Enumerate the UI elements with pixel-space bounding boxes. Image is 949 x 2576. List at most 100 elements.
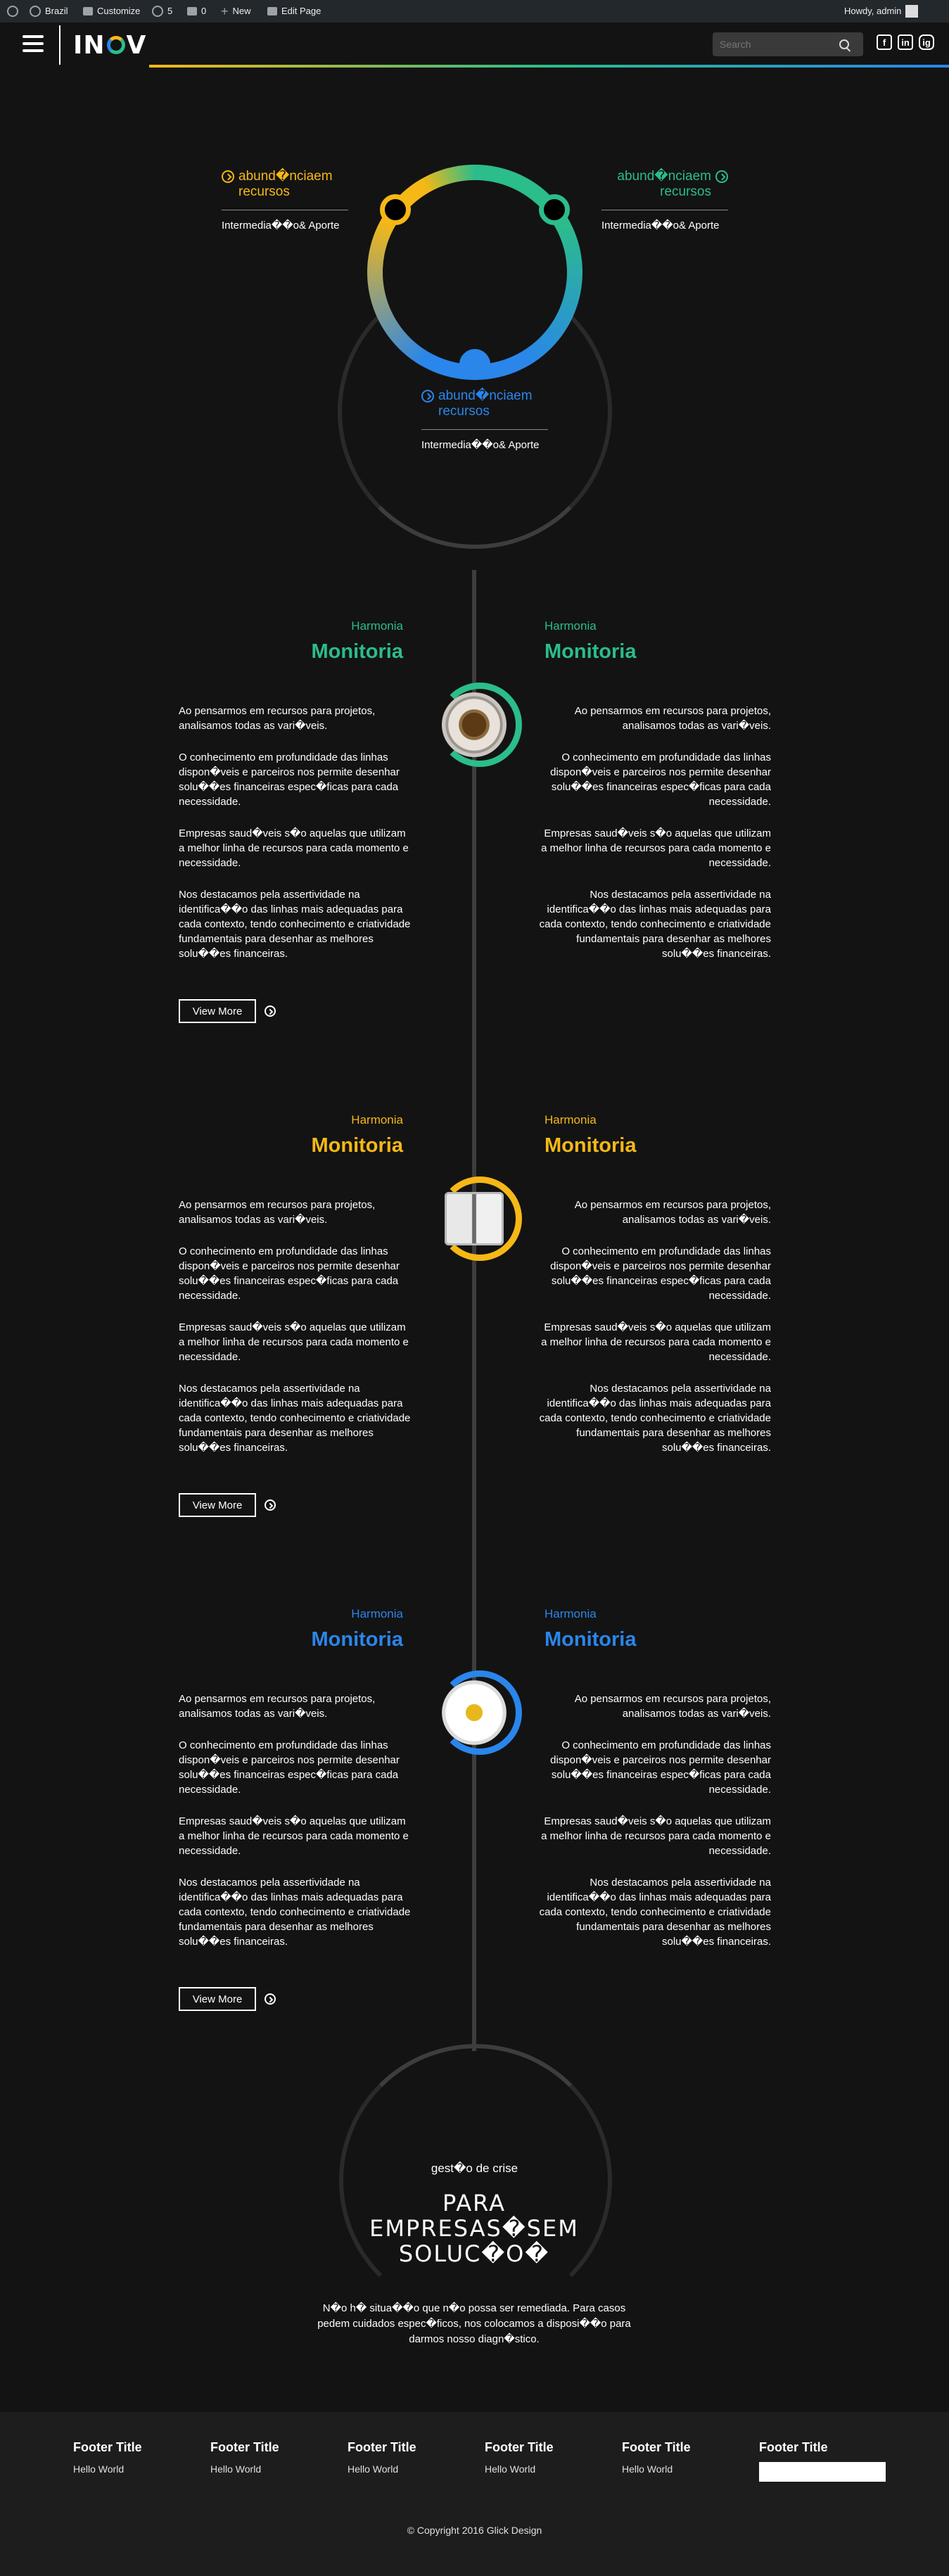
hero-item-yellow[interactable]: abund�nciaem recursos Intermedia��o& Apo… [222,169,348,233]
paragraph: Empresas saud�veis s�o aquelas que utili… [179,1321,409,1363]
instagram-icon[interactable]: ig [919,34,934,50]
hamburger-menu-icon[interactable] [23,35,44,53]
timeline-line [472,570,476,2051]
header-gradient-bar [149,65,949,68]
section-title-left: Monitoria [311,640,404,663]
footer-link[interactable]: Hello World [622,2463,673,2475]
paragraph: Nos destacamos pela assertividade na ide… [539,1383,771,1454]
section-title-left: Monitoria [311,1628,404,1651]
chevron-right-icon[interactable] [265,1993,276,2005]
header-divider [59,25,60,65]
wordpress-logo-icon[interactable] [7,0,18,23]
paragraph: O conhecimento em profundidade das linha… [550,1739,771,1796]
section-label-left: Harmonia [351,1113,403,1127]
footer-input-box[interactable] [759,2462,886,2482]
section-title-right: Monitoria [544,1628,637,1651]
paragraph: Ao pensarmos em recursos para projetos, … [179,1693,376,1720]
paragraph: Empresas saud�veis s�o aquelas que utili… [179,1815,409,1857]
updates-icon [152,6,163,17]
view-more-button[interactable]: View More [179,1987,256,2011]
footer-column: Footer Title Hello World [73,2440,200,2475]
footer-column: Footer Title [759,2440,886,2482]
paragraph: Empresas saud�veis s�o aquelas que utili… [541,827,771,869]
chevron-right-icon[interactable] [265,1499,276,1511]
admin-edit-page-link[interactable]: Edit Page [267,0,321,23]
chevron-right-icon [715,170,728,183]
ring-dot-green [539,194,570,225]
footer-column: Footer Title Hello World [348,2440,474,2475]
paragraph: Nos destacamos pela assertividade na ide… [179,1383,411,1454]
paragraph: O conhecimento em profundidade das linha… [179,1245,400,1302]
admin-new-link[interactable]: + New [221,0,251,23]
site-logo[interactable]: IN V [73,30,147,60]
timeline-section-3: Harmonia Monitoria Harmonia Monitoria Ao… [0,1607,949,2100]
section-label-left: Harmonia [351,1607,403,1620]
hero-item-sub: Intermedia��o& Aporte [601,220,720,231]
hero-item-sub: Intermedia��o& Aporte [421,439,540,451]
crisis-heading: PARA EMPRESAS�SEM SOLUC�O� [333,2190,615,2266]
footer-title: Footer Title [622,2440,691,2454]
paragraph: Ao pensarmos em recursos para projetos, … [574,1199,771,1226]
paragraph: Nos destacamos pela assertividade na ide… [539,1877,771,1948]
admin-comments-link[interactable]: 0 [187,0,206,23]
paragraph: O conhecimento em profundidade das linha… [179,751,400,808]
search-icon[interactable] [839,39,849,49]
hero-item-sub: Intermedia��o& Aporte [222,220,340,231]
crisis-heading-line: EMPRESAS�SEM [369,2215,579,2242]
hero-item-blue[interactable]: abund�nciaem recursos Intermedia��o& Apo… [421,388,548,452]
footer-title: Footer Title [348,2440,416,2454]
footer-link[interactable]: Hello World [485,2463,536,2475]
view-more-button[interactable]: View More [179,999,256,1023]
hero-item-divider [421,429,548,430]
site-header: INV f in ig [0,23,949,68]
facebook-icon[interactable]: f [877,34,892,50]
footer-column: Footer Title Hello World [210,2440,337,2475]
daisy-flower-image [442,1680,507,1745]
timeline-section-2: Harmonia Monitoria Harmonia Monitoria Ao… [0,1113,949,1606]
footer-title: Footer Title [759,2440,828,2454]
admin-site-link[interactable]: Brazil [30,0,68,23]
coffee-cup-image [442,692,507,757]
view-more-button[interactable]: View More [179,1493,256,1517]
section-label-right: Harmonia [544,1113,597,1127]
hero-item-title: abund�nciaem recursos [238,169,333,199]
section-text-left: Ao pensarmos em recursos para projetos, … [179,1692,411,1966]
section-text-right: Ao pensarmos em recursos para projetos, … [539,1198,771,1472]
section-text-left: Ao pensarmos em recursos para projetos, … [179,1198,411,1472]
chevron-right-icon[interactable] [265,1005,276,1017]
social-links: f in ig [877,34,934,54]
footer-link[interactable]: Hello World [73,2463,125,2475]
section-ring [438,1670,522,1755]
ring-dot-blue [459,349,490,380]
linkedin-icon[interactable]: in [898,34,913,50]
paragraph: Empresas saud�veis s�o aquelas que utili… [541,1321,771,1363]
paragraph: Nos destacamos pela assertividade na ide… [179,889,411,960]
hero-item-title: abund�nciaem recursos [617,169,711,199]
footer-column: Footer Title Hello World [485,2440,611,2475]
hero-item-title: abund�nciaem recursos [438,388,533,419]
section-text-left: Ao pensarmos em recursos para projetos, … [179,704,411,978]
hero-item-green[interactable]: abund�nciaem recursos Intermedia��o& Apo… [601,169,728,233]
admin-updates-link[interactable]: 5 [152,0,172,23]
search-input[interactable] [720,39,839,50]
paragraph: Ao pensarmos em recursos para projetos, … [179,705,376,732]
admin-account-menu[interactable]: Howdy, admin [844,0,919,23]
paragraph: Empresas saud�veis s�o aquelas que utili… [541,1815,771,1857]
section-text-right: Ao pensarmos em recursos para projetos, … [539,1692,771,1966]
avatar [905,5,919,18]
admin-bar: Brazil Customize 5 0 + New Edit Page Howd… [0,0,949,23]
section-title-right: Monitoria [544,1134,637,1157]
search-box [713,32,863,56]
chevron-right-icon [222,170,234,183]
paragraph: Nos destacamos pela assertividade na ide… [539,889,771,960]
admin-customize-link[interactable]: Customize [83,0,140,23]
footer-title: Footer Title [210,2440,279,2454]
section-text-right: Ao pensarmos em recursos para projetos, … [539,704,771,978]
pencil-icon [267,7,277,15]
footer-link[interactable]: Hello World [348,2463,399,2475]
footer-link[interactable]: Hello World [210,2463,262,2475]
home-icon [30,6,41,17]
hero-outer-arc [338,274,612,549]
paragraph: O conhecimento em profundidade das linha… [179,1739,400,1796]
crisis-heading-line: SOLUC�O� [398,2240,550,2267]
